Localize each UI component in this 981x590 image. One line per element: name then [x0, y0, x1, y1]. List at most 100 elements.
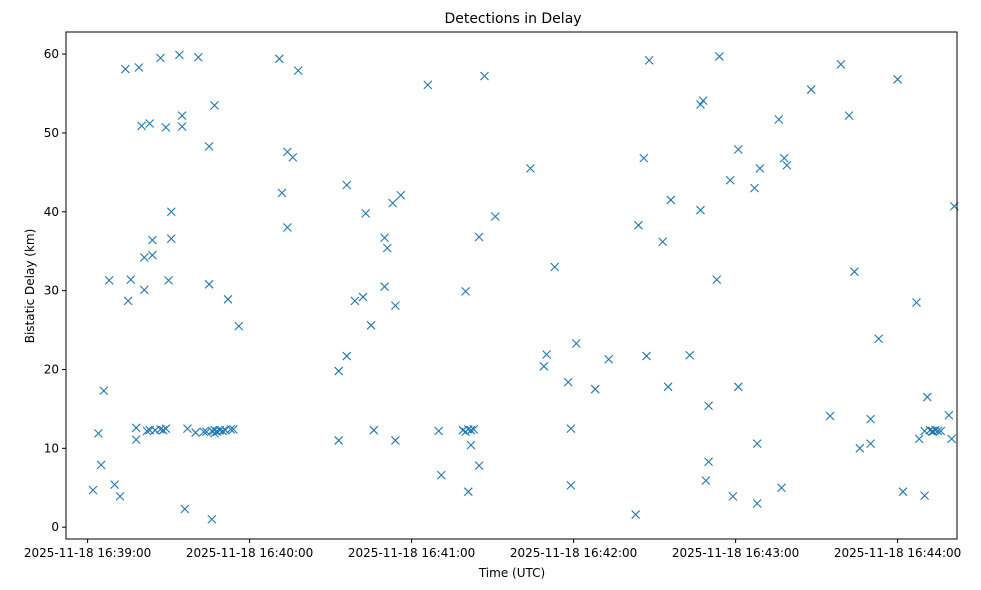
data-point — [139, 253, 149, 262]
data-point — [293, 66, 303, 76]
data-point — [750, 183, 759, 193]
data-point — [944, 410, 954, 420]
data-point — [782, 160, 792, 170]
y-tick-label: 40 — [44, 205, 59, 219]
data-point — [166, 207, 176, 217]
plot-frame — [65, 31, 958, 540]
data-point — [604, 354, 614, 364]
data-point — [110, 480, 119, 489]
data-point — [434, 426, 443, 436]
data-point — [912, 298, 921, 307]
data-point — [180, 504, 190, 514]
data-point — [590, 384, 600, 394]
data-point — [922, 392, 932, 402]
y-tick-label: 10 — [44, 441, 59, 455]
data-point — [920, 491, 929, 501]
data-point — [342, 351, 352, 361]
data-point — [131, 423, 141, 433]
data-point — [850, 267, 859, 277]
data-point — [88, 485, 98, 495]
data-point — [126, 275, 136, 284]
data-point — [698, 96, 708, 105]
data-point — [123, 296, 133, 306]
data-point — [728, 492, 738, 501]
data-point — [145, 119, 155, 128]
data-point — [563, 377, 573, 387]
y-tick-label: 60 — [44, 47, 59, 61]
data-point — [99, 386, 109, 396]
data-point — [139, 285, 149, 295]
data-point — [204, 279, 214, 289]
data-point — [893, 74, 902, 84]
data-point — [752, 499, 762, 508]
data-point — [121, 64, 130, 74]
data-point — [164, 275, 173, 285]
data-point — [193, 52, 203, 62]
data-point — [836, 59, 846, 69]
data-point — [161, 424, 171, 433]
data-point — [701, 476, 711, 486]
data-point — [474, 461, 484, 471]
data-point — [158, 425, 168, 435]
data-point — [566, 424, 576, 433]
data-point — [898, 487, 908, 497]
data-point — [825, 411, 835, 421]
data-point — [855, 443, 865, 453]
data-point — [396, 190, 406, 200]
data-point — [223, 294, 233, 304]
data-point — [644, 55, 654, 65]
data-point — [914, 434, 924, 444]
data-point — [382, 243, 392, 253]
data-point — [96, 460, 106, 470]
data-point — [461, 287, 470, 296]
data-point — [234, 321, 244, 331]
data-point — [480, 71, 489, 81]
data-point — [342, 180, 352, 190]
data-point — [755, 164, 765, 173]
data-point — [229, 425, 238, 434]
data-point — [566, 480, 576, 490]
data-point — [663, 382, 673, 392]
plot-area — [65, 31, 959, 540]
data-point — [369, 425, 379, 435]
data-point — [142, 426, 152, 436]
data-point — [204, 141, 214, 151]
data-point — [207, 514, 217, 524]
data-point — [779, 153, 789, 163]
y-tick-label: 50 — [44, 126, 59, 140]
data-point — [131, 435, 141, 445]
data-point — [550, 262, 560, 272]
data-point — [571, 339, 581, 348]
data-point — [156, 53, 165, 63]
x-axis-label: Time (UTC) — [478, 566, 545, 580]
data-point — [166, 234, 176, 243]
data-point — [134, 63, 144, 72]
data-point — [191, 428, 200, 437]
data-point — [380, 233, 389, 243]
data-point — [642, 351, 651, 361]
data-point — [218, 426, 227, 436]
data-point — [866, 439, 875, 448]
data-point — [226, 425, 236, 434]
data-point — [658, 237, 668, 247]
data-point — [115, 492, 125, 501]
data-point — [526, 164, 535, 173]
data-point — [380, 282, 389, 292]
data-point — [366, 320, 376, 330]
data-point — [704, 457, 713, 467]
data-point — [391, 436, 400, 445]
data-point — [104, 275, 114, 285]
data-point — [94, 428, 103, 438]
data-point — [137, 121, 146, 131]
x-axis: 2025-11-18 16:39:00 2025-11-18 16:40:00 20… — [24, 539, 961, 560]
data-point — [936, 426, 946, 436]
data-point — [844, 111, 854, 120]
data-point — [177, 111, 187, 120]
data-point — [806, 85, 816, 94]
data-point — [423, 80, 433, 90]
data-point — [288, 152, 298, 162]
data-point — [474, 232, 484, 242]
data-point — [696, 205, 705, 215]
data-point — [334, 366, 344, 376]
